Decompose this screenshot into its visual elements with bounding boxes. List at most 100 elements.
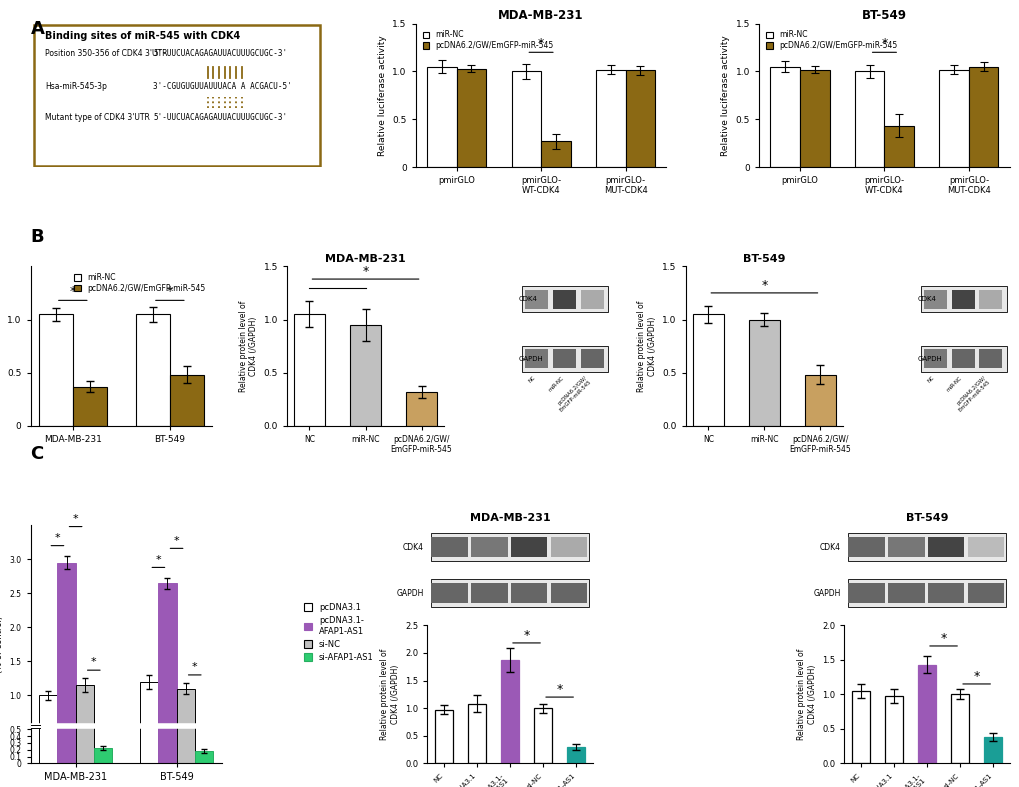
Bar [57, 563, 75, 763]
Text: GAPDH: GAPDH [917, 356, 942, 361]
Bar [580, 349, 603, 368]
Bar [847, 579, 1006, 608]
Bar [552, 349, 576, 368]
Bar [550, 538, 586, 557]
Text: 5'-UUCUACAGAGAUUACUUUGCUGC-3': 5'-UUCUACAGAGAUUACUUUGCUGC-3' [153, 113, 287, 121]
Bar [888, 538, 923, 557]
Bar [430, 579, 589, 608]
Bar [540, 141, 570, 167]
Text: *: * [880, 38, 887, 50]
Text: CDK4: CDK4 [917, 297, 935, 302]
Text: CDK4: CDK4 [403, 543, 424, 552]
Text: GAPDH: GAPDH [813, 589, 840, 598]
Text: *: * [537, 38, 544, 50]
Bar [848, 583, 883, 604]
Bar [580, 290, 603, 309]
Text: *: * [760, 279, 766, 292]
Text: *: * [940, 632, 946, 645]
Bar [851, 691, 869, 763]
Bar [195, 751, 213, 763]
Title: MDA-MB-231: MDA-MB-231 [469, 513, 550, 523]
Title: MDA-MB-231: MDA-MB-231 [325, 254, 406, 264]
Text: Position 350-356 of CDK4 3'UTR: Position 350-356 of CDK4 3'UTR [45, 50, 167, 58]
Bar [140, 682, 158, 763]
Bar [967, 538, 1003, 557]
Bar [39, 314, 72, 426]
Text: A: A [31, 20, 45, 38]
Bar [176, 689, 195, 763]
Y-axis label: Relative luciferase activity: Relative luciferase activity [720, 35, 730, 156]
Legend: miR-NC, pcDNA6.2/GW/EmGFP-miR-545: miR-NC, pcDNA6.2/GW/EmGFP-miR-545 [762, 28, 900, 53]
Y-axis label: Relative mRNA level of CDK4
(% of control): Relative mRNA level of CDK4 (% of contro… [0, 583, 4, 705]
Text: Binding sites of miR-545 with CDK4: Binding sites of miR-545 with CDK4 [45, 31, 240, 41]
Y-axis label: Relative protein level of
CDK4 (/GAPDH): Relative protein level of CDK4 (/GAPDH) [637, 301, 656, 392]
Text: miR-NC: miR-NC [945, 375, 962, 393]
Text: GAPDH: GAPDH [519, 356, 543, 361]
Text: GAPDH: GAPDH [396, 589, 424, 598]
Bar [748, 320, 780, 426]
Bar [920, 286, 1006, 312]
Bar [293, 314, 325, 426]
Bar [927, 583, 963, 604]
Legend: miR-NC, pcDNA6.2/GW/EmGFP-miR-545: miR-NC, pcDNA6.2/GW/EmGFP-miR-545 [71, 270, 208, 296]
Bar [72, 386, 107, 426]
Text: 5'-UUCUACAGAGAUUACUUUGCUGC-3': 5'-UUCUACAGAGAUUACUUUGCUGC-3' [153, 50, 287, 58]
Bar [468, 704, 486, 763]
Bar [978, 290, 1002, 309]
Bar [40, 696, 57, 763]
Bar [848, 538, 883, 557]
Text: *: * [173, 536, 179, 545]
Bar [170, 375, 204, 426]
Y-axis label: Relative protein level of
CDK4 (/GAPDH): Relative protein level of CDK4 (/GAPDH) [238, 301, 258, 392]
Bar [938, 69, 968, 167]
Text: NC: NC [528, 375, 536, 384]
Bar [500, 660, 519, 763]
Bar [136, 314, 170, 426]
Bar [968, 67, 998, 167]
Y-axis label: Relative protein level of
CDK4 (/GAPDH): Relative protein level of CDK4 (/GAPDH) [797, 648, 816, 740]
Text: *: * [523, 629, 529, 642]
Text: *: * [166, 285, 173, 298]
Bar [511, 583, 547, 604]
Bar [799, 69, 828, 167]
Bar [431, 538, 468, 557]
Bar [75, 685, 94, 763]
Text: Hsa-miR-545-3p: Hsa-miR-545-3p [45, 83, 107, 91]
Text: *: * [362, 265, 368, 278]
Text: *: * [72, 514, 78, 524]
Text: *: * [556, 683, 562, 696]
Bar [434, 710, 452, 763]
Bar [951, 349, 974, 368]
Title: BT-549: BT-549 [861, 9, 906, 23]
Title: MDA-MB-231: MDA-MB-231 [498, 9, 583, 23]
Text: miR-NC: miR-NC [546, 375, 564, 393]
Text: pcDNA6.2/GW/
EmGFP-miR-545: pcDNA6.2/GW/ EmGFP-miR-545 [554, 375, 591, 413]
Title: BT-549: BT-549 [905, 513, 948, 523]
Y-axis label: Relative mRNA level of CDK4
(% of control): Relative mRNA level of CDK4 (% of contro… [0, 285, 2, 407]
Bar [920, 345, 1006, 371]
Bar [692, 314, 723, 426]
Bar [525, 290, 548, 309]
Text: *: * [972, 670, 979, 682]
Text: *: * [55, 533, 60, 543]
Text: *: * [192, 662, 198, 672]
Bar [967, 583, 1003, 604]
Text: B: B [31, 228, 44, 246]
Bar [888, 583, 923, 604]
Bar [917, 664, 935, 763]
Text: NC: NC [926, 375, 934, 384]
Text: CDK4: CDK4 [819, 543, 840, 552]
Title: BT-549: BT-549 [743, 254, 785, 264]
Bar [950, 694, 968, 763]
Bar [983, 737, 1002, 763]
Bar [471, 583, 507, 604]
Bar [511, 538, 547, 557]
Bar [406, 392, 436, 426]
Bar [884, 696, 902, 763]
Bar [525, 349, 548, 368]
Bar [430, 534, 589, 561]
Bar [927, 538, 963, 557]
Bar [625, 71, 654, 167]
Text: *: * [69, 285, 75, 298]
Bar [978, 349, 1002, 368]
